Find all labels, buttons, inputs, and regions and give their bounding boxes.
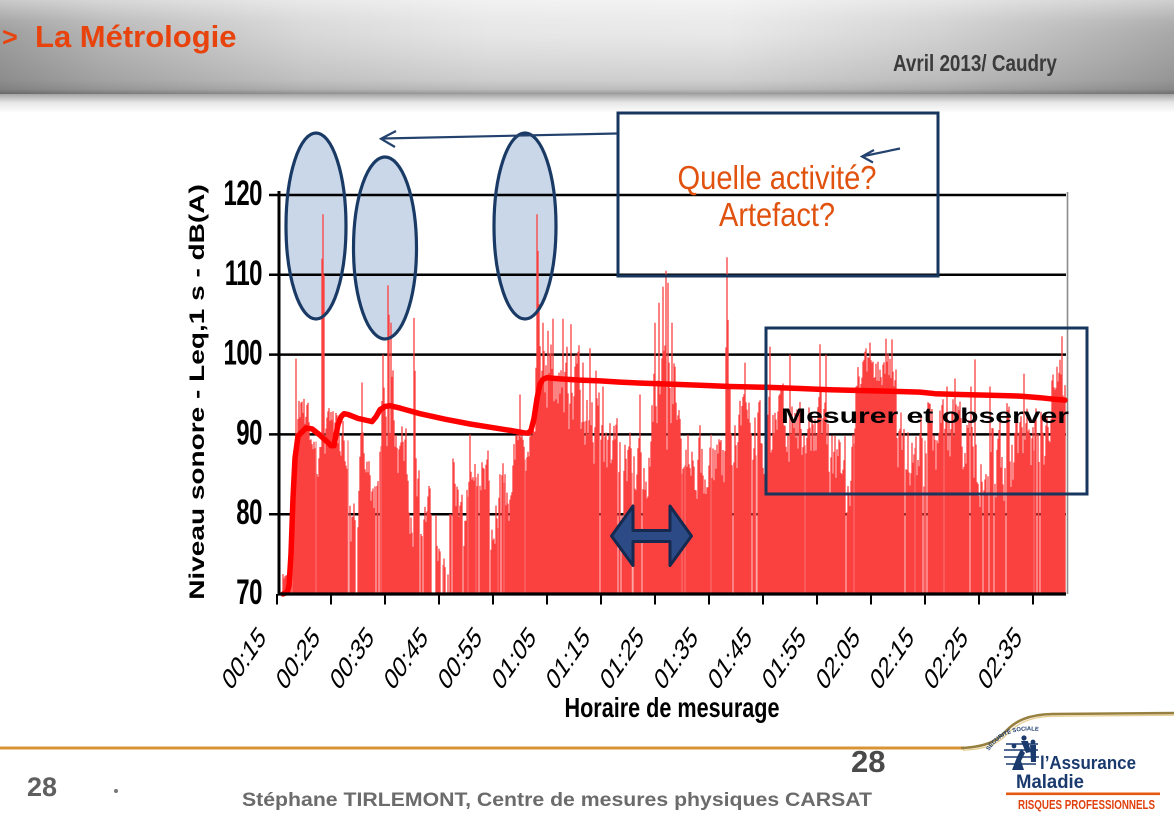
svg-text:01:45: 01:45 bbox=[704, 621, 756, 697]
svg-text:02:25: 02:25 bbox=[920, 621, 972, 697]
svg-text:l’Assurance: l’Assurance bbox=[1040, 752, 1136, 773]
svg-text:Mesurer et observer: Mesurer et observer bbox=[781, 404, 1069, 428]
svg-text:00:55: 00:55 bbox=[434, 621, 486, 697]
svg-text:Artefact?: Artefact? bbox=[719, 198, 835, 234]
svg-text:90: 90 bbox=[236, 414, 262, 452]
svg-text:RISQUES PROFESSIONNELS: RISQUES PROFESSIONNELS bbox=[1018, 798, 1155, 812]
svg-text:00:45: 00:45 bbox=[380, 621, 432, 697]
svg-text:02:35: 02:35 bbox=[974, 621, 1026, 697]
svg-text:02:05: 02:05 bbox=[812, 621, 864, 697]
svg-text:00:15: 00:15 bbox=[218, 621, 270, 697]
svg-text:01:35: 01:35 bbox=[650, 621, 702, 697]
svg-text:120: 120 bbox=[223, 175, 262, 213]
svg-text:28: 28 bbox=[851, 744, 885, 779]
svg-text:02:15: 02:15 bbox=[866, 621, 918, 697]
svg-text:01:25: 01:25 bbox=[596, 621, 648, 697]
svg-text:70: 70 bbox=[236, 574, 262, 612]
svg-text:28: 28 bbox=[27, 772, 57, 802]
svg-text:01:05: 01:05 bbox=[488, 621, 540, 697]
svg-text:Niveau sonore - Leq,1 s - dB(A: Niveau sonore - Leq,1 s - dB(A) bbox=[186, 184, 209, 600]
svg-text:00:25: 00:25 bbox=[272, 621, 324, 697]
svg-text:Horaire de mesurage: Horaire de mesurage bbox=[565, 693, 780, 723]
svg-text:Stéphane TIRLEMONT, Centre de: Stéphane TIRLEMONT, Centre de mesures ph… bbox=[242, 790, 872, 811]
svg-text:00:35: 00:35 bbox=[326, 621, 378, 697]
svg-text:100: 100 bbox=[223, 334, 262, 372]
svg-text:110: 110 bbox=[225, 255, 262, 293]
svg-text:Quelle activité?: Quelle activité? bbox=[678, 161, 877, 197]
svg-text:01:15: 01:15 bbox=[542, 621, 594, 697]
svg-text:01:55: 01:55 bbox=[758, 621, 810, 697]
svg-text:80: 80 bbox=[236, 494, 262, 532]
svg-text:Maladie: Maladie bbox=[1016, 772, 1084, 793]
